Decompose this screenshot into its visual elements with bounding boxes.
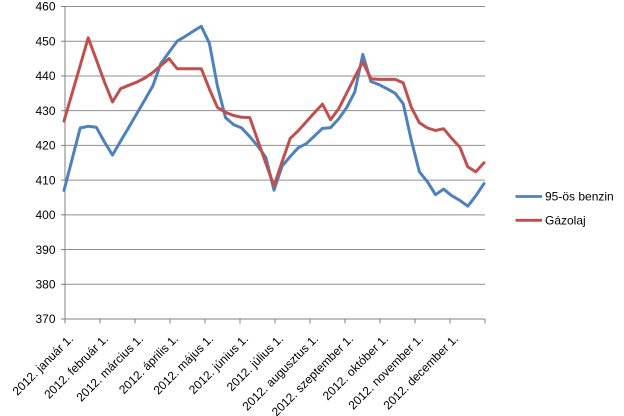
svg-text:370: 370 (35, 312, 55, 326)
svg-text:Gázolaj: Gázolaj (545, 214, 586, 228)
svg-text:410: 410 (35, 173, 55, 187)
svg-text:400: 400 (35, 208, 55, 222)
svg-text:460: 460 (35, 0, 55, 14)
svg-text:95-ös benzin: 95-ös benzin (545, 190, 614, 204)
svg-text:380: 380 (35, 278, 55, 292)
svg-text:440: 440 (35, 69, 55, 83)
svg-text:450: 450 (35, 34, 55, 48)
svg-text:390: 390 (35, 243, 55, 257)
svg-text:430: 430 (35, 104, 55, 118)
svg-text:420: 420 (35, 139, 55, 153)
